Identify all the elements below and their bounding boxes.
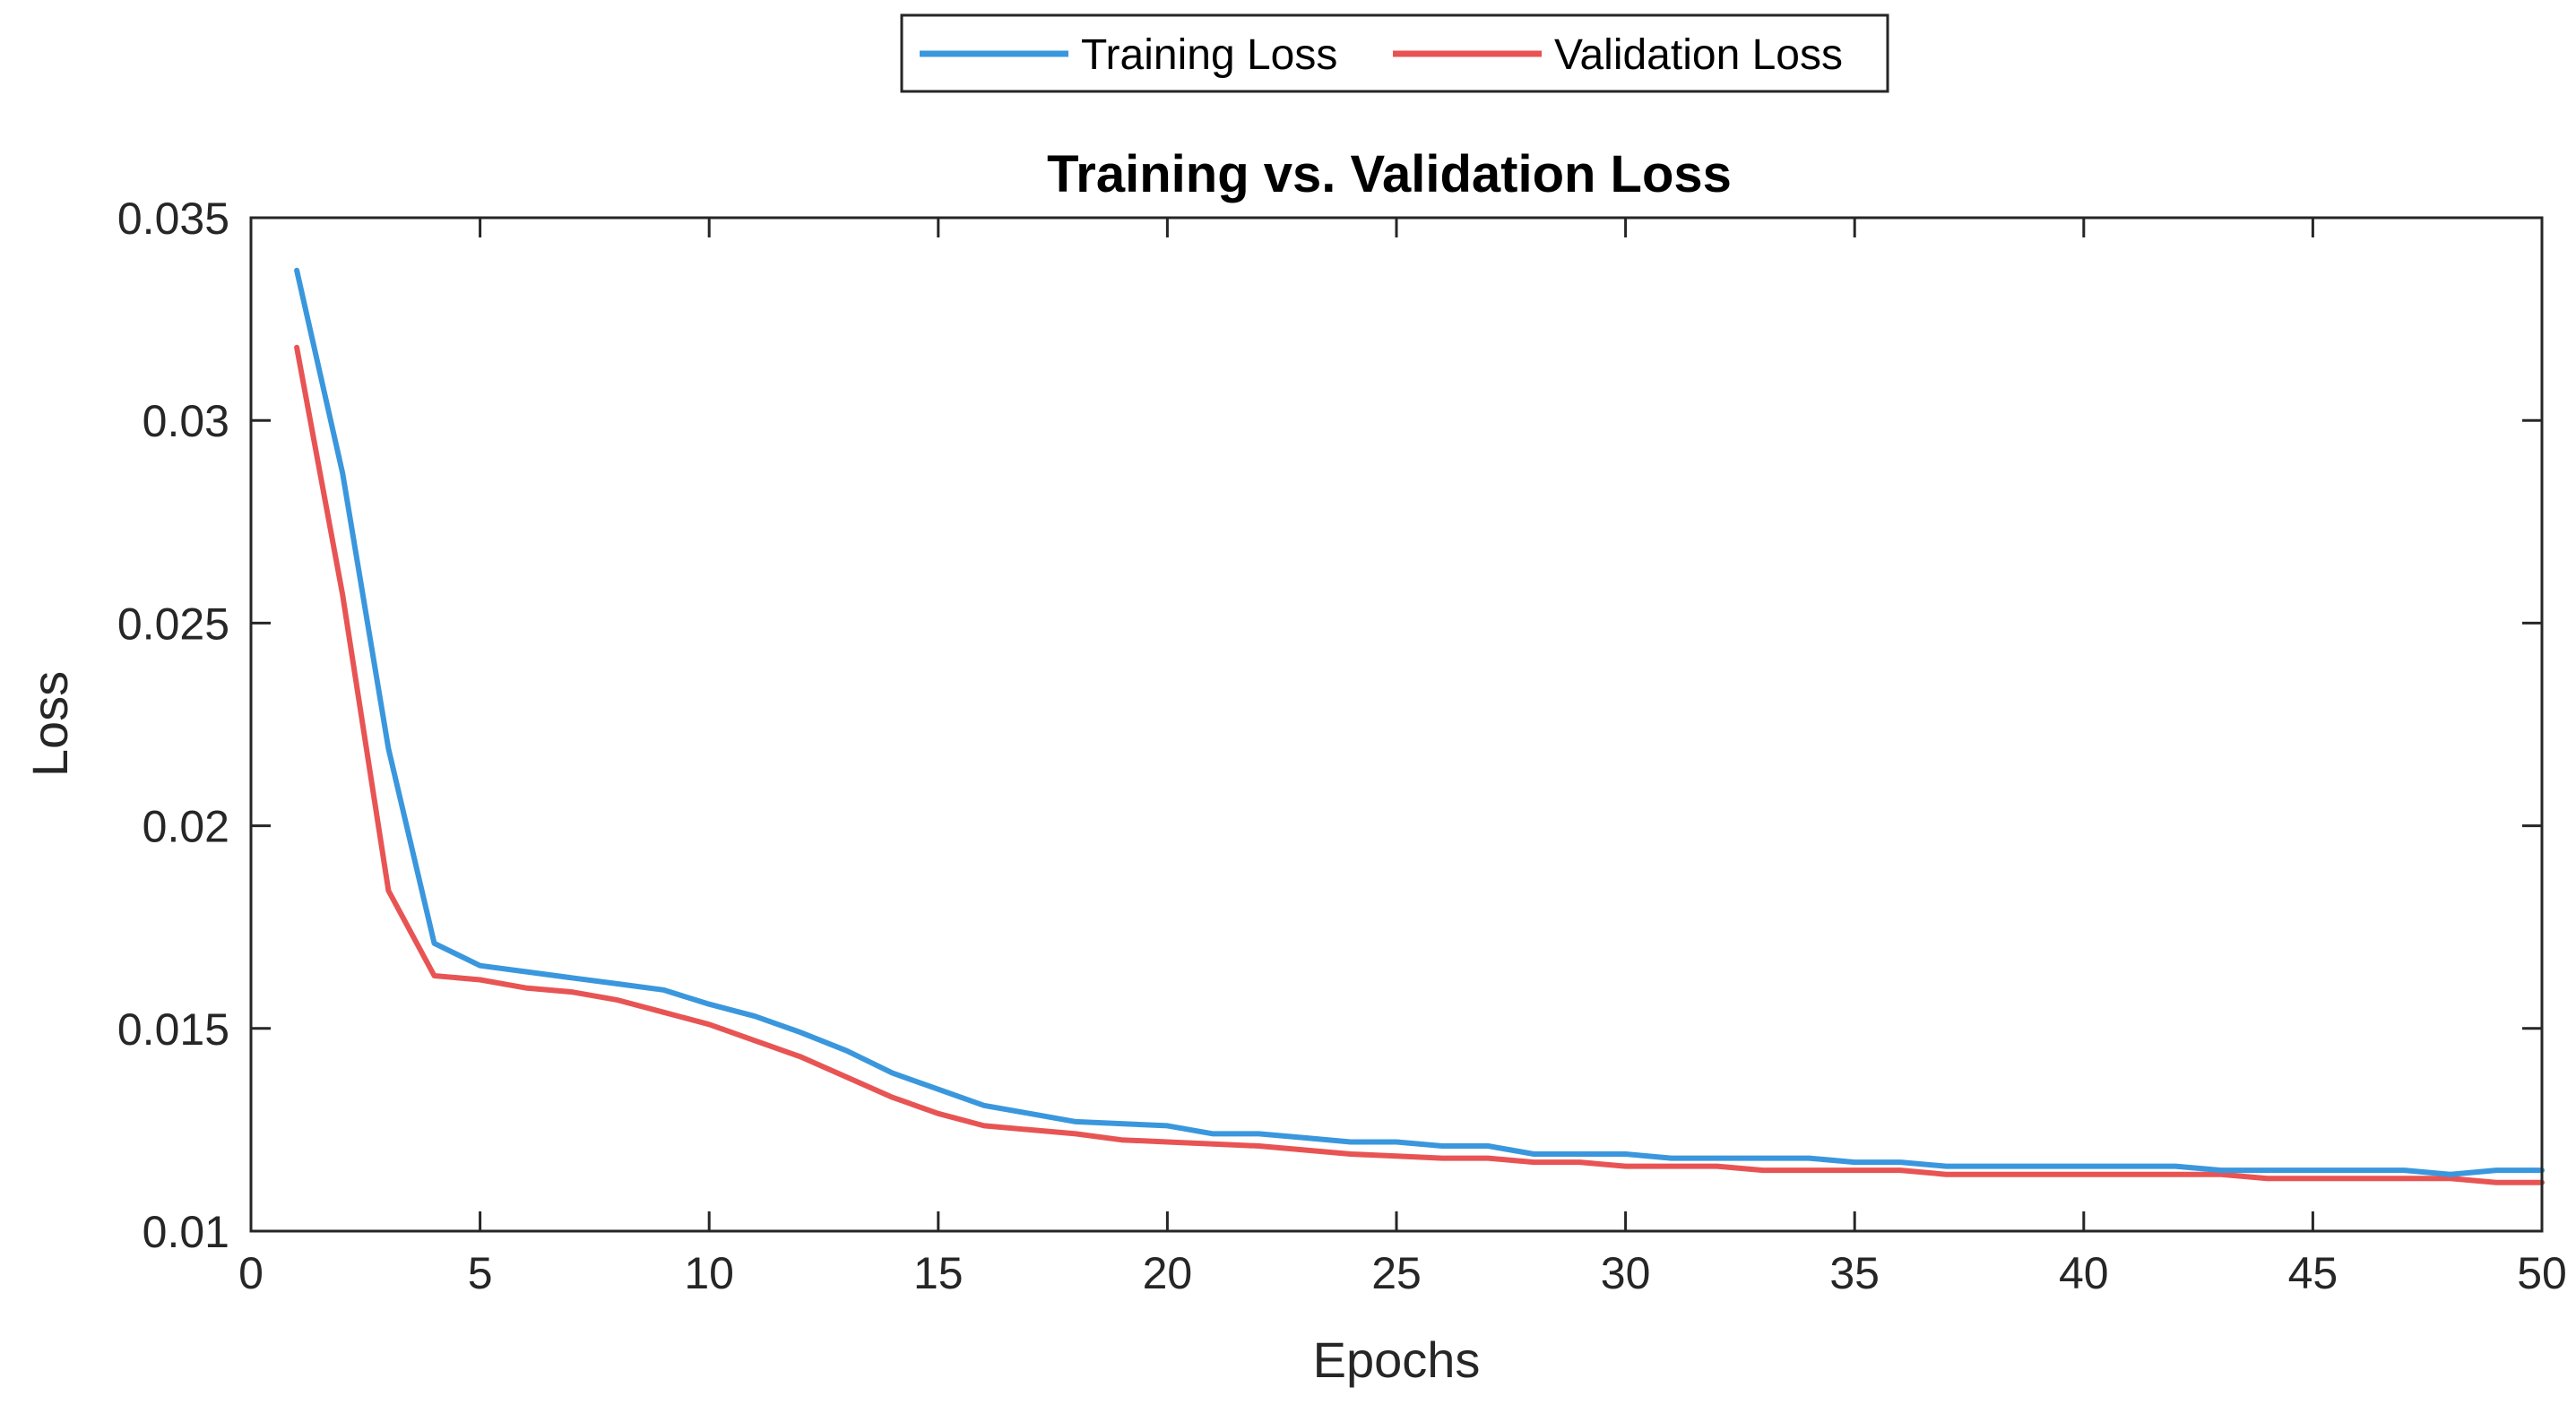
x-axis-title: Epochs: [1313, 1331, 1481, 1388]
legend-validation-label: Validation Loss: [1554, 31, 1843, 79]
chart-title: Training vs. Validation Loss: [1047, 145, 1732, 203]
series-layer: [294, 267, 2545, 1185]
y-tick-label: 0.01: [143, 1207, 229, 1257]
training-loss-line: [294, 267, 2545, 1177]
x-tick-label: 35: [1829, 1248, 1880, 1298]
y-tick-label: 0.025: [117, 599, 229, 649]
y-tick-label: 0.02: [143, 802, 229, 852]
x-tick-label: 20: [1143, 1248, 1193, 1298]
axis-ticks: 0 5 10 15 20 25 30 35 40 45 50 0.01 0.015 0.02 0.025 0.…: [117, 194, 2567, 1298]
x-tick-label: 15: [913, 1248, 964, 1298]
x-tick-label: 0: [238, 1248, 264, 1298]
y-tick-label: 0.035: [117, 194, 229, 244]
legend-training-label: Training Loss: [1081, 31, 1337, 79]
x-tick-label: 10: [684, 1248, 734, 1298]
legend: Training Loss Validation Loss: [900, 13, 1889, 93]
validation-loss-line: [294, 344, 2545, 1185]
x-tick-label: 5: [468, 1248, 493, 1298]
x-tick-label: 45: [2288, 1248, 2338, 1298]
y-tick-label: 0.015: [117, 1004, 229, 1055]
x-tick-label: 50: [2517, 1248, 2567, 1298]
x-tick-label: 25: [1371, 1248, 1422, 1298]
y-tick-label: 0.03: [143, 396, 229, 446]
y-axis-title: Loss: [22, 671, 78, 777]
x-tick-label: 40: [2059, 1248, 2109, 1298]
x-tick-label: 30: [1601, 1248, 1651, 1298]
plot-area-frame: [249, 216, 2544, 1233]
